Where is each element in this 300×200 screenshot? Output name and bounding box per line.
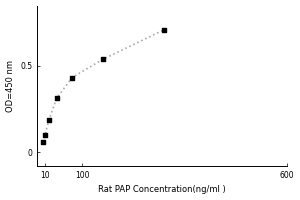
Y-axis label: OD=450 nm: OD=450 nm <box>6 60 15 112</box>
Point <box>70 76 74 79</box>
Point <box>43 133 47 136</box>
Point <box>54 97 59 100</box>
X-axis label: Rat PAP Concentration(ng/ml ): Rat PAP Concentration(ng/ml ) <box>98 185 226 194</box>
Point <box>46 119 51 122</box>
Point <box>100 58 105 61</box>
Point <box>162 28 167 31</box>
Point <box>41 141 46 144</box>
